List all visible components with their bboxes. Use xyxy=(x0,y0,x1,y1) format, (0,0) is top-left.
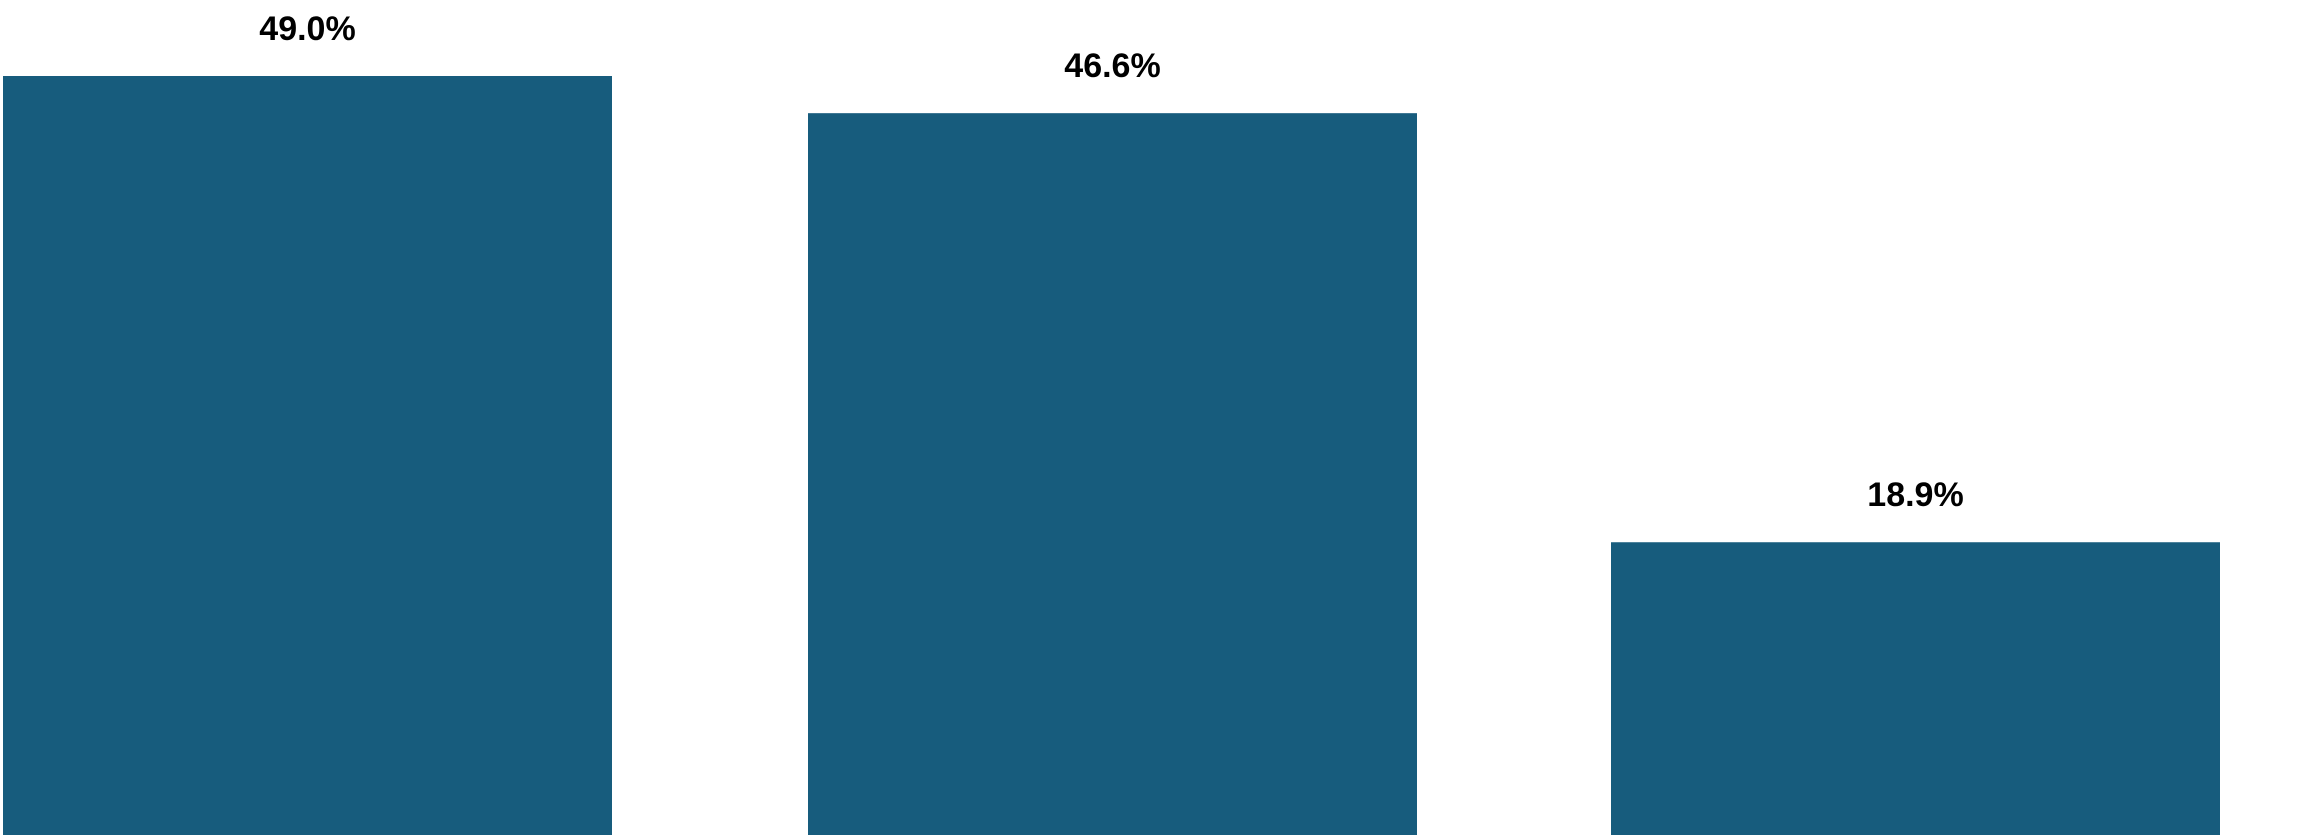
data-label-3: 18.9% xyxy=(1867,476,1963,514)
data-label-group: 49.0% 46.6% 18.9% xyxy=(259,10,1963,514)
bar-group xyxy=(3,76,2220,835)
bar-3 xyxy=(1611,542,2220,835)
bar-2 xyxy=(808,113,1417,835)
bar-1 xyxy=(3,76,612,835)
data-label-2: 46.6% xyxy=(1064,47,1160,85)
data-label-1: 49.0% xyxy=(259,10,355,48)
